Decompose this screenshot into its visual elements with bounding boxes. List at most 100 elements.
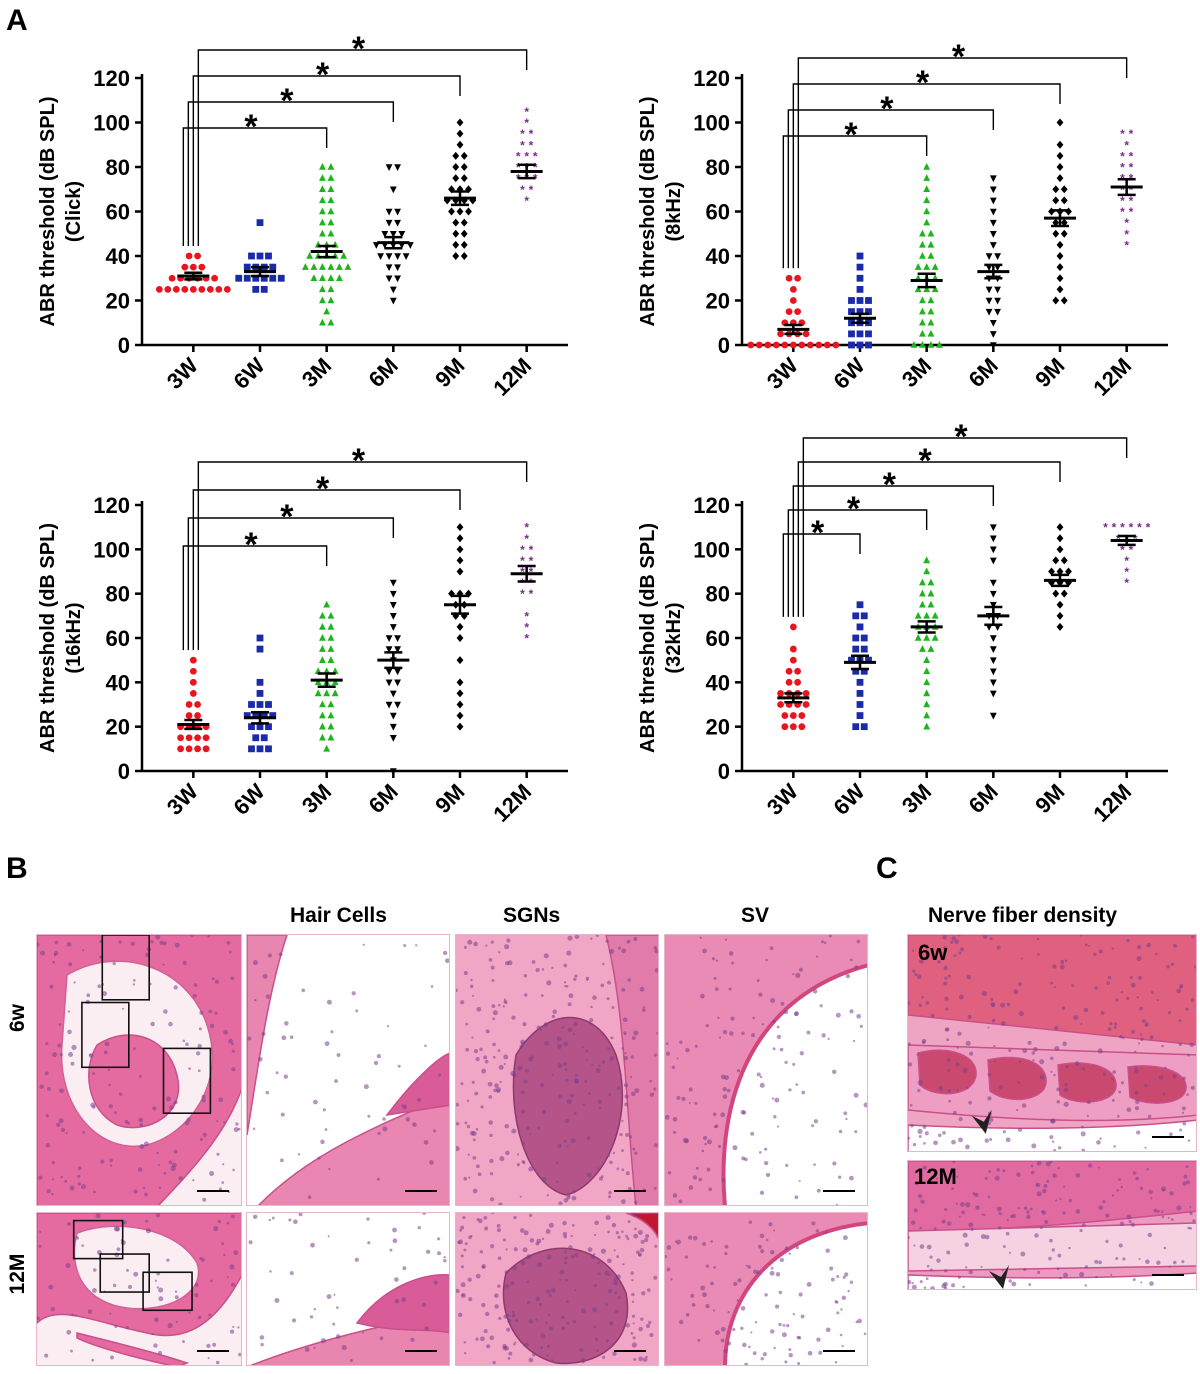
data-point-6M [989,579,997,587]
data-point-3W [764,341,772,349]
data-point-6W [248,745,255,753]
data-point-3W [777,701,784,708]
data-point-3W [781,723,789,731]
data-point-12M: * [529,127,534,141]
data-point-6M [989,242,997,249]
data-point-6W [248,723,255,731]
data-point-6M [989,208,997,216]
data-point-3M [914,285,922,293]
data-point-9M [448,589,455,598]
data-point-3W [185,734,193,742]
data-point-12M: * [524,609,529,623]
data-point-3M [340,252,348,259]
nerve-label-12m: 12M [914,1164,957,1189]
significance-star: * [847,490,861,528]
data-point-9M [452,229,460,238]
data-point-3M [327,274,335,282]
data-point-3W [198,263,206,271]
significance-bracket [182,127,328,246]
y-axis-label-frequency: (32kHz) [663,602,685,673]
y-tick-label: 60 [706,200,730,225]
y-tick-label: 60 [106,200,130,225]
data-point-12M: * [524,620,529,634]
data-point-3M [323,689,331,697]
data-point-6M [989,668,997,676]
data-point-12M: * [1129,161,1134,175]
significance-star: * [244,526,258,564]
data-point-3W [755,341,763,349]
data-point-9M [1056,163,1064,171]
data-point-3W [789,723,797,731]
data-point-6W [256,634,264,642]
data-point-9M [460,218,468,227]
data-point-3M [927,296,935,304]
significance-bracket [787,109,995,269]
data-point-6W [269,263,277,271]
data-point-6M [989,219,997,227]
data-point-6M [989,657,997,665]
data-point-9M [1052,218,1060,227]
y-axis-label-frequency: (Click) [63,181,85,242]
data-point-3M [923,196,931,204]
data-point-9M [465,207,472,216]
x-tick-label: 3W [162,779,203,820]
data-point-3M [327,196,335,204]
data-point-6W [856,678,864,686]
y-axis-label: ABR threshold (dB SPL) [37,523,59,753]
data-point-3M [919,296,926,304]
histology-nerve-6w [907,934,1197,1152]
data-point-3M [331,678,339,686]
data-point-9M [452,151,460,160]
data-point-3M [319,207,326,215]
histology-sv-12m [664,1212,868,1366]
data-point-3W [794,274,801,282]
data-point-3M [319,711,326,719]
data-point-3W [155,285,163,293]
data-point-6M [389,712,397,720]
chart-click: 0 20 40 60 80 100 120 ABR threshold (dB SPL) (Cl… [37,30,568,401]
data-point-3W [198,285,206,293]
data-point-6W [277,274,285,282]
data-point-6W [856,263,864,271]
data-point-3W [789,341,797,349]
y-tick-label: 40 [706,670,730,695]
data-point-3M [919,307,926,315]
data-point-6W [248,252,255,260]
data-point-3M [319,634,326,641]
data-point-6M [989,197,997,205]
data-point-6W [256,723,264,731]
data-point-3M [923,667,931,675]
data-point-6W [265,723,272,731]
data-point-9M [1056,611,1064,620]
data-point-9M [1056,545,1064,554]
data-point-9M [460,151,468,160]
data-point-3W [798,723,806,731]
data-point-3M [919,578,926,586]
data-point-3W [789,623,797,631]
data-point-9M [1060,296,1068,305]
x-tick-label: 9M [1030,353,1069,392]
data-point-3W [189,656,197,664]
data-point-12M: * [1124,138,1129,152]
data-point-9M [1056,252,1064,260]
data-point-6W [848,297,855,304]
x-tick-label: 3M [297,779,336,818]
histology-sgns-12m [455,1212,659,1366]
data-point-3M [327,207,335,215]
data-point-9M [460,163,468,171]
data-point-6W [865,341,872,349]
data-point-3M [327,163,335,170]
data-point-9M [460,611,468,620]
significance-star: * [883,466,897,504]
significance-bracket [787,509,928,617]
data-point-3M [919,229,926,237]
y-tick-label: 0 [118,759,130,784]
data-point-3W [189,667,197,675]
data-point-6M [402,253,410,260]
data-point-3M [327,722,335,730]
data-point-6M [985,297,993,305]
data-point-6M [985,286,993,294]
significance-bracket [182,545,328,651]
data-point-3M [923,218,931,226]
data-point-3W [789,656,797,664]
